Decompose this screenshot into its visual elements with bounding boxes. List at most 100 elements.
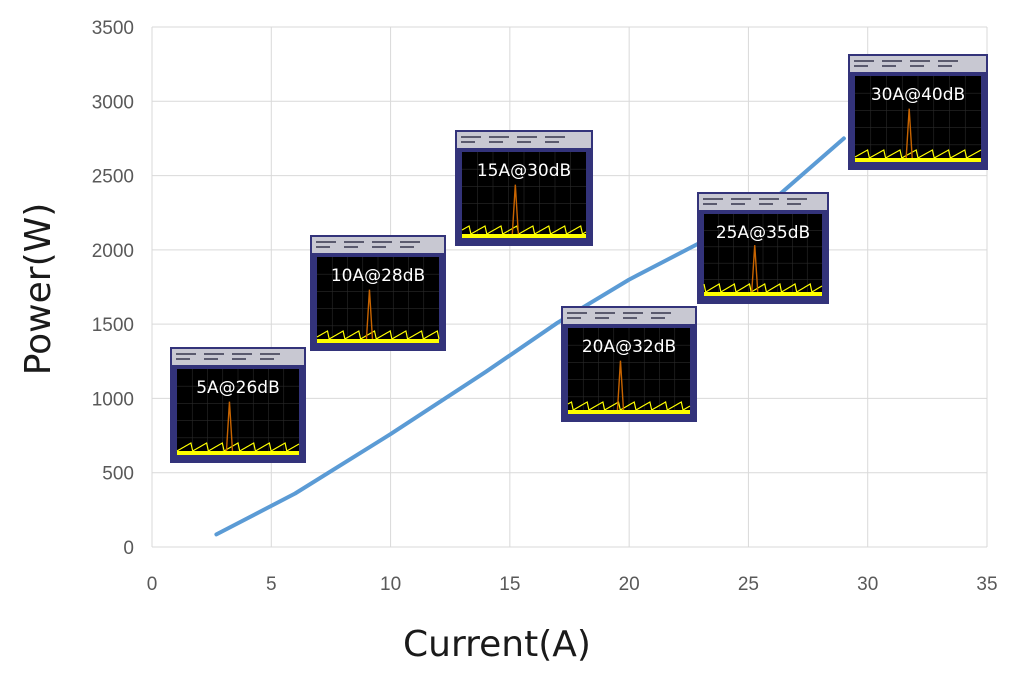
inset-header-text: [567, 312, 587, 314]
inset-header-text: [651, 312, 671, 314]
inset-header-text: [623, 317, 637, 319]
inset-header-text: [759, 203, 773, 205]
inset-header-text: [461, 136, 481, 138]
annotations: 5A@26dB 10A@28dB 15A@30dB 20A@32dB 25A@35dB 3…: [170, 54, 988, 463]
inset-header-text: [567, 317, 581, 319]
y-tick-label: 500: [102, 464, 134, 485]
inset-header-text: [176, 353, 196, 355]
inset-header-text: [517, 141, 531, 143]
inset-header-text: [316, 241, 336, 243]
x-tick-label: 0: [147, 574, 158, 595]
inset-header: [699, 194, 827, 210]
inset-peak: [905, 108, 913, 159]
inset-header-text: [400, 241, 420, 243]
inset-peak: [511, 184, 520, 235]
x-tick-label: 30: [857, 574, 878, 595]
inset-label: 5A@26dB: [196, 378, 280, 398]
inset-header: [457, 132, 591, 148]
inset-label: 10A@28dB: [331, 266, 425, 286]
inset-header-text: [344, 241, 364, 243]
inset-noise-band: [177, 451, 299, 455]
x-tick-label: 25: [738, 574, 759, 595]
inset-noise-band: [568, 410, 690, 414]
inset-header-text: [316, 246, 330, 248]
inset-noise-floor: [567, 401, 691, 411]
inset-noise-band: [855, 158, 981, 162]
inset-header-text: [344, 246, 358, 248]
inset-peak: [365, 289, 374, 340]
inset-header-text: [372, 241, 392, 243]
y-axis-title: Power(W): [18, 203, 59, 376]
inset-header-text: [400, 246, 414, 248]
y-tick-label: 3000: [92, 92, 134, 113]
spectrum-inset: 20A@32dB: [561, 306, 697, 422]
inset-header-text: [759, 198, 779, 200]
x-tick-label: 10: [380, 574, 401, 595]
inset-noise-floor: [176, 442, 300, 452]
inset-peak: [225, 401, 234, 452]
y-tick-label: 1000: [92, 389, 134, 410]
inset-header-text: [854, 65, 868, 67]
inset-peak: [616, 360, 625, 411]
inset-header-text: [854, 60, 874, 62]
inset-header-text: [703, 198, 723, 200]
inset-header-text: [938, 65, 952, 67]
inset-peak: [751, 245, 759, 293]
inset-header-text: [545, 136, 565, 138]
inset-noise-band: [704, 292, 822, 296]
inset-noise-floor: [703, 283, 823, 293]
inset-header-text: [651, 317, 665, 319]
inset-header-text: [260, 358, 274, 360]
y-tick-label: 2500: [92, 167, 134, 188]
inset-header-text: [910, 65, 924, 67]
inset-header-text: [176, 358, 190, 360]
inset-header-text: [489, 141, 503, 143]
spectrum-inset: 15A@30dB: [455, 130, 593, 246]
inset-header-text: [938, 60, 958, 62]
inset-header: [563, 308, 695, 324]
spectrum-inset: 30A@40dB: [848, 54, 988, 170]
inset-label: 30A@40dB: [871, 85, 965, 105]
inset-header-text: [260, 353, 280, 355]
inset-header-text: [595, 317, 609, 319]
inset-header-text: [787, 198, 807, 200]
inset-header-text: [882, 65, 896, 67]
inset-header-text: [595, 312, 615, 314]
inset-noise-band: [317, 339, 439, 343]
y-tick-label: 2000: [92, 241, 134, 262]
spectrum-inset: 25A@35dB: [697, 192, 829, 304]
inset-header-text: [882, 60, 902, 62]
inset-noise-band: [462, 234, 586, 238]
inset-header-text: [545, 141, 559, 143]
x-tick-label: 35: [976, 574, 997, 595]
x-tick-label: 5: [266, 574, 277, 595]
inset-header: [850, 56, 986, 72]
spectrum-inset: 10A@28dB: [310, 235, 446, 351]
inset-header-text: [703, 203, 717, 205]
inset-header-text: [489, 136, 509, 138]
inset-header-text: [731, 203, 745, 205]
inset-noise-floor: [461, 225, 587, 235]
x-tick-labels: 0 5 10 15 20 25 30 35: [147, 574, 998, 595]
inset-header-text: [910, 60, 930, 62]
inset-header: [312, 237, 444, 253]
inset-header-text: [232, 353, 252, 355]
inset-header: [172, 349, 304, 365]
x-tick-label: 15: [499, 574, 520, 595]
inset-header-text: [232, 358, 246, 360]
y-tick-label: 1500: [92, 315, 134, 336]
y-tick-label: 0: [123, 538, 134, 559]
y-tick-labels: 0 500 1000 1500 2000 2500 3000 3500: [92, 18, 134, 559]
spectrum-inset: 5A@26dB: [170, 347, 306, 463]
inset-header-text: [517, 136, 537, 138]
inset-header-text: [623, 312, 643, 314]
inset-header-text: [731, 198, 751, 200]
y-tick-label: 3500: [92, 18, 134, 39]
inset-noise-floor: [316, 330, 440, 340]
inset-header-text: [372, 246, 386, 248]
inset-label: 15A@30dB: [477, 161, 571, 181]
x-axis-title: Current(A): [403, 624, 591, 665]
inset-header-text: [204, 358, 218, 360]
inset-header-text: [461, 141, 475, 143]
